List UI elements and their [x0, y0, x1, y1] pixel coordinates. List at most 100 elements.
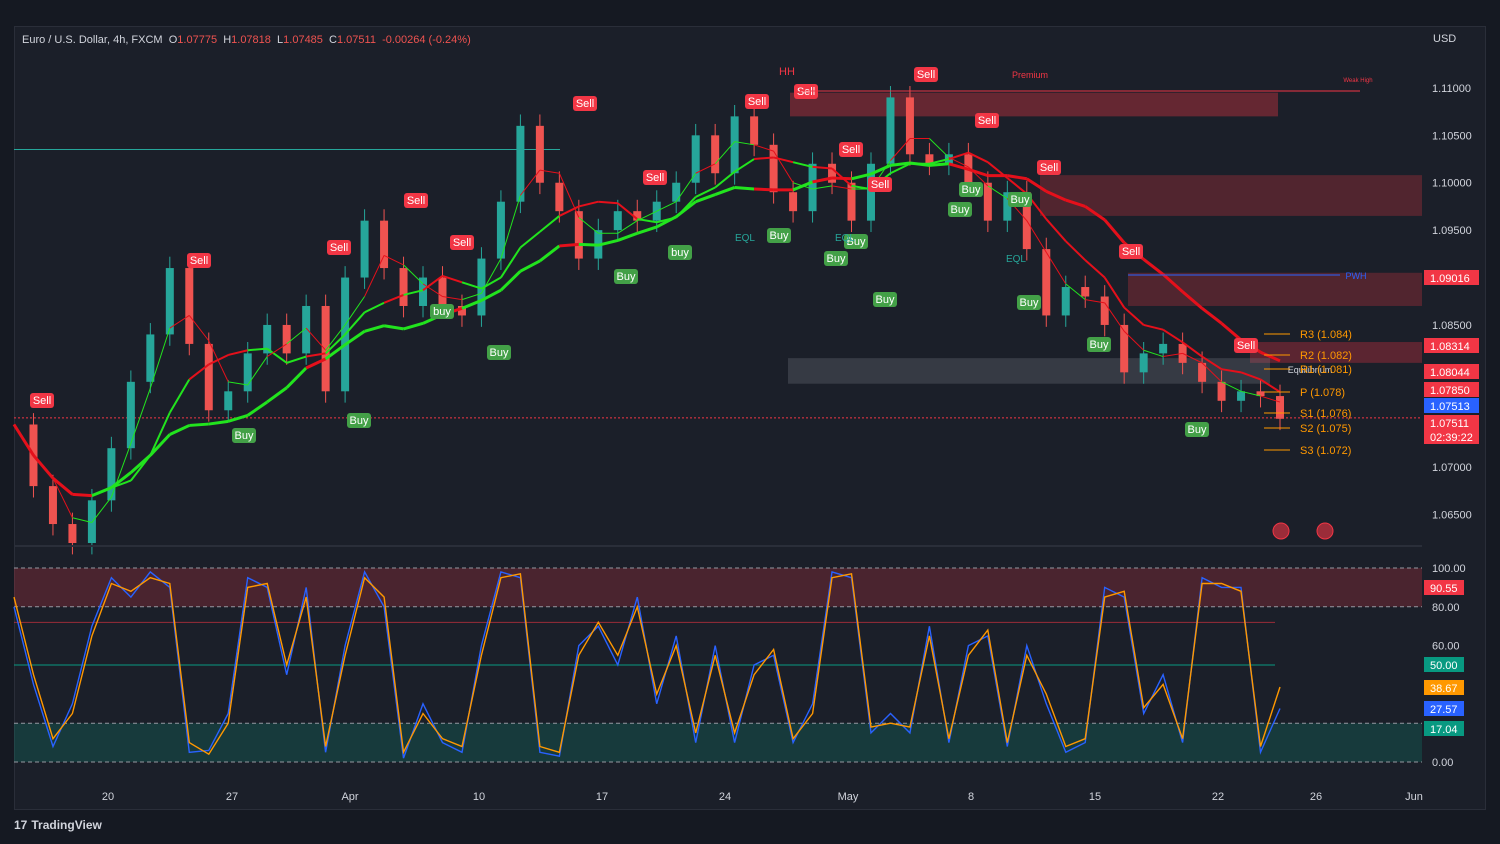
moving-average-segment [364, 301, 385, 314]
moving-average-segment [1162, 273, 1184, 293]
buy-label: Buy [347, 413, 371, 428]
moving-average-segment [851, 184, 872, 191]
moving-average-segment [695, 186, 716, 198]
zone-label: Weak High [1343, 78, 1372, 84]
candle-body [1237, 391, 1246, 401]
buy-label-bg [668, 245, 692, 260]
moving-average-segment [637, 210, 657, 222]
moving-average-segment [1143, 323, 1164, 331]
symbol-name[interactable]: Euro / U.S. Dollar, 4h, FXCM [22, 34, 163, 46]
buy-label: Buy [614, 269, 638, 284]
sell-label-bg [643, 170, 667, 185]
currency-label[interactable]: USD [1433, 33, 1457, 45]
time-tick-label: 20 [102, 791, 114, 803]
moving-average-segment [286, 355, 307, 364]
moving-average-segment [364, 255, 385, 297]
tradingview-logo[interactable]: 17 TradingView [14, 818, 102, 832]
buy-label-text: Buy [1011, 194, 1030, 206]
change-value: -0.00264 (-0.24%) [382, 34, 471, 46]
candle-body [672, 182, 681, 202]
moving-average-segment [324, 333, 346, 355]
moving-average-segment [403, 264, 424, 285]
moving-average-segment [812, 185, 833, 190]
moving-average-segment [442, 275, 463, 284]
candle-body [1198, 362, 1207, 382]
candle-body [711, 135, 720, 174]
sell-label-bg [1119, 244, 1143, 259]
moving-average-segment [1201, 362, 1222, 383]
moving-average-segment [598, 200, 618, 205]
candle-body [789, 192, 798, 212]
buy-label-bg [1008, 192, 1032, 207]
zone-label: Premium [1012, 70, 1048, 80]
high-value: 1.07818 [231, 34, 271, 46]
time-tick-label: 27 [226, 791, 238, 803]
moving-average-segment [520, 169, 541, 196]
time-tick-label: 15 [1089, 791, 1101, 803]
moving-average-segment [968, 166, 989, 187]
moving-average-segment [247, 347, 268, 352]
pivot-label: S3 (1.072) [1300, 445, 1351, 457]
supply-zone-upper [1040, 175, 1422, 216]
moving-average-segment [753, 144, 774, 152]
pivot-label: R3 (1.084) [1300, 329, 1352, 341]
low-label: L [277, 34, 284, 46]
moving-average-segment [890, 162, 911, 175]
buy-label: Buy [487, 345, 511, 360]
moving-average-segment [1181, 290, 1204, 310]
sell-label-bg [327, 240, 351, 255]
moving-average-segment [1006, 177, 1028, 195]
moving-average-segment [286, 327, 307, 345]
buy-label-text: buy [433, 306, 451, 318]
moving-average-segment [617, 220, 638, 234]
candle-body [1217, 381, 1226, 401]
sell-label-bg [30, 393, 54, 408]
moving-average-segment [461, 281, 482, 290]
sell-label-bg [404, 193, 428, 208]
moving-average-segment [1123, 306, 1145, 326]
moving-average-segment [695, 193, 716, 204]
moving-average-segment [169, 315, 190, 329]
sell-label: Sell [404, 193, 428, 208]
price-tag-text: 02:39:22 [1430, 432, 1473, 444]
buy-label-text: Buy [490, 347, 509, 359]
sell-label: Sell [187, 253, 211, 268]
osc-tag-bg [1424, 657, 1464, 672]
moving-average-segment [1260, 395, 1281, 403]
osc-tag-bg [1424, 580, 1464, 595]
candle-body [769, 144, 778, 193]
buy-label: Buy [959, 182, 983, 197]
moving-average-segment [578, 242, 599, 247]
moving-average-segment [1123, 330, 1145, 351]
candle-body [126, 381, 135, 449]
overbought-band [14, 568, 1422, 607]
sell-label: Sell [914, 67, 938, 82]
time-tick-label: 17 [596, 791, 608, 803]
candle-body [633, 211, 642, 221]
sell-label-bg [187, 253, 211, 268]
sell-label-bg [914, 67, 938, 82]
zone-label: EQL [835, 233, 855, 244]
buy-label-bg [844, 234, 868, 249]
moving-average-segment [578, 217, 599, 234]
buy-label-bg [1185, 422, 1209, 437]
price-tag-text: 1.09016 [1430, 273, 1470, 285]
moving-average-segment [714, 170, 736, 189]
moving-average-segment [539, 169, 560, 174]
candle-body [905, 97, 914, 155]
moving-average-segment [519, 230, 541, 249]
close-value: 1.07511 [337, 34, 376, 46]
moving-average-segment [480, 288, 502, 302]
buy-label: Buy [873, 292, 897, 307]
moving-average-segment [773, 150, 794, 183]
moving-average-segment [1162, 328, 1184, 344]
sell-label: Sell [643, 170, 667, 185]
candle-body [204, 343, 213, 411]
candle-body [808, 163, 817, 212]
zone-label: PWH [1346, 271, 1367, 281]
candle-body [730, 116, 739, 174]
buy-label-bg [614, 269, 638, 284]
buy-label: Buy [844, 234, 868, 249]
candle-body [185, 268, 194, 344]
